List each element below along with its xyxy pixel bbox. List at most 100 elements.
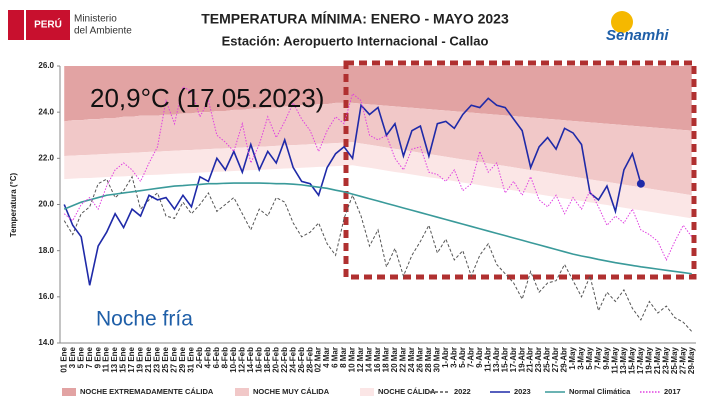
x-tick-label: 17-Abr: [509, 347, 518, 372]
x-tick-label: 25-May: [670, 346, 679, 374]
end-marker: [636, 179, 645, 188]
y-tick-label: 22.0: [38, 153, 54, 162]
x-tick-label: 5-May: [585, 346, 594, 369]
flag: [8, 10, 24, 40]
x-tick-label: 19-May: [644, 346, 653, 374]
x-tick-label: 12 Mar: [356, 347, 365, 372]
x-tick-label: 3-May: [577, 346, 586, 369]
legend-label: Normal Climática: [569, 387, 631, 396]
legend-label: 2023: [514, 387, 531, 396]
x-tick-label: 6 Mar: [331, 347, 340, 368]
senamhi-text: Senamhi: [606, 27, 669, 44]
x-tick-label: 25 Ene: [161, 346, 170, 372]
x-tick-label: 15-Abr: [500, 347, 509, 372]
x-tick-label: 5-Abr: [458, 347, 467, 368]
x-tick-label: 9-Abr: [475, 347, 484, 368]
y-tick-label: 20.0: [38, 200, 54, 209]
x-tick-label: 18-Feb: [263, 347, 272, 373]
x-tick-label: 15 Ene: [119, 346, 128, 372]
legend-label: 2017: [664, 387, 681, 396]
x-tick-label: 3-Abr: [449, 347, 458, 368]
x-tick-label: 12-Feb: [237, 347, 246, 373]
x-tick-label: 19 Ene: [136, 346, 145, 372]
x-tick-label: 7 Ene: [85, 346, 94, 368]
x-tick-label: 1-May: [568, 346, 577, 369]
x-tick-label: 10 Mar: [348, 347, 357, 372]
legend-swatch: [360, 388, 374, 396]
x-tick-label: 2-Feb: [195, 347, 204, 368]
x-tick-label: 02 Mar: [314, 347, 323, 372]
x-tick-label: 29-Abr: [560, 347, 569, 372]
x-tick-label: 21-May: [653, 346, 662, 374]
x-tick-label: 8-Feb: [220, 347, 229, 368]
x-tick-label: 14-Feb: [246, 347, 255, 373]
y-tick-label: 16.0: [38, 292, 54, 301]
legend-swatch: [62, 388, 76, 396]
series-line: [63, 182, 692, 275]
x-tick-label: 9 Ene: [93, 346, 102, 368]
x-tick-label: 24-Feb: [288, 347, 297, 373]
y-tick-label: 24.0: [38, 107, 54, 116]
band-area: [64, 142, 692, 219]
annotation: 20,9°C (17.05.2023): [90, 83, 324, 113]
x-tick-label: 31 Ene: [187, 346, 196, 372]
x-tick-label: 11-Abr: [483, 347, 492, 372]
x-tick-label: 7-Abr: [466, 347, 475, 368]
x-tick-label: 13-May: [619, 346, 628, 374]
peru-box: [26, 10, 70, 40]
x-tick-label: 22 Mar: [399, 347, 408, 372]
x-tick-label: 11-May: [611, 346, 620, 373]
legend-label: 2022: [454, 387, 471, 396]
x-tick-label: 23-Abr: [534, 347, 543, 372]
x-tick-label: 19-Abr: [517, 347, 526, 372]
band-area: [64, 102, 692, 196]
series-line: [63, 175, 693, 332]
x-tick-label: 29 Ene: [178, 346, 187, 372]
ministry-text: Ministerio: [74, 14, 117, 25]
x-tick-label: 13 Ene: [110, 346, 119, 372]
chart-title: TEMPERATURA MÍNIMA: ENERO - MAYO 2023: [201, 11, 509, 27]
y-tick-label: 18.0: [38, 246, 54, 255]
x-tick-label: 17 Ene: [127, 346, 136, 372]
x-tick-label: 10-Feb: [229, 347, 238, 373]
x-tick-label: 26-Feb: [297, 347, 306, 373]
x-tick-label: 01 Ene: [59, 346, 68, 372]
x-tick-label: 30 Mar: [432, 347, 441, 372]
x-tick-label: 7-May: [594, 346, 603, 369]
x-tick-label: 6-Feb: [212, 347, 221, 368]
x-tick-label: 22-Feb: [280, 347, 289, 373]
x-tick-label: 27 Ene: [170, 346, 179, 372]
x-tick-label: 3 Ene: [68, 346, 77, 368]
x-tick-label: 16 Mar: [373, 347, 382, 372]
sun: [611, 11, 633, 33]
series-line: [63, 97, 642, 286]
x-tick-label: 1-Abr: [441, 347, 450, 368]
x-tick-label: 5 Ene: [76, 346, 85, 368]
band-area: [64, 66, 692, 131]
peru-logo: PERÚ Ministerio del Ambiente: [8, 10, 132, 40]
x-tick-label: 24 Mar: [407, 347, 416, 372]
legend-label: NOCHE EXTREMADAMENTE CÁLIDA: [80, 387, 214, 396]
y-tick-label: 14.0: [38, 338, 54, 347]
ministry-text: del Ambiente: [74, 26, 132, 37]
x-tick-label: 21-Abr: [526, 347, 535, 372]
senamhi-logo: Senamhi: [606, 11, 669, 44]
x-tick-label: 23-May: [661, 346, 670, 374]
x-tick-label: 26 Mar: [416, 347, 425, 372]
x-tick-label: 20 Mar: [390, 347, 399, 372]
x-tick-label: 13-Abr: [492, 347, 501, 372]
x-tick-label: 28 Mar: [424, 347, 433, 372]
legend-label: NOCHE CÁLIDA: [378, 387, 436, 396]
x-tick-label: 27-May: [678, 346, 687, 374]
x-tick-label: 4 Mar: [322, 347, 331, 368]
y-tick-label: 26.0: [38, 61, 54, 70]
x-tick-label: 23 Ene: [153, 346, 162, 372]
y-axis-label: Temperatura (°C): [9, 172, 18, 237]
x-tick-label: 29-May: [687, 346, 696, 374]
legend-label: NOCHE MUY CÁLIDA: [253, 387, 330, 396]
x-tick-label: 4-Feb: [204, 347, 213, 368]
peru-text: PERÚ: [34, 18, 62, 31]
chart-subtitle: Estación: Aeropuerto Internacional - Cal…: [222, 33, 489, 48]
x-tick-label: 17-May: [636, 346, 645, 374]
